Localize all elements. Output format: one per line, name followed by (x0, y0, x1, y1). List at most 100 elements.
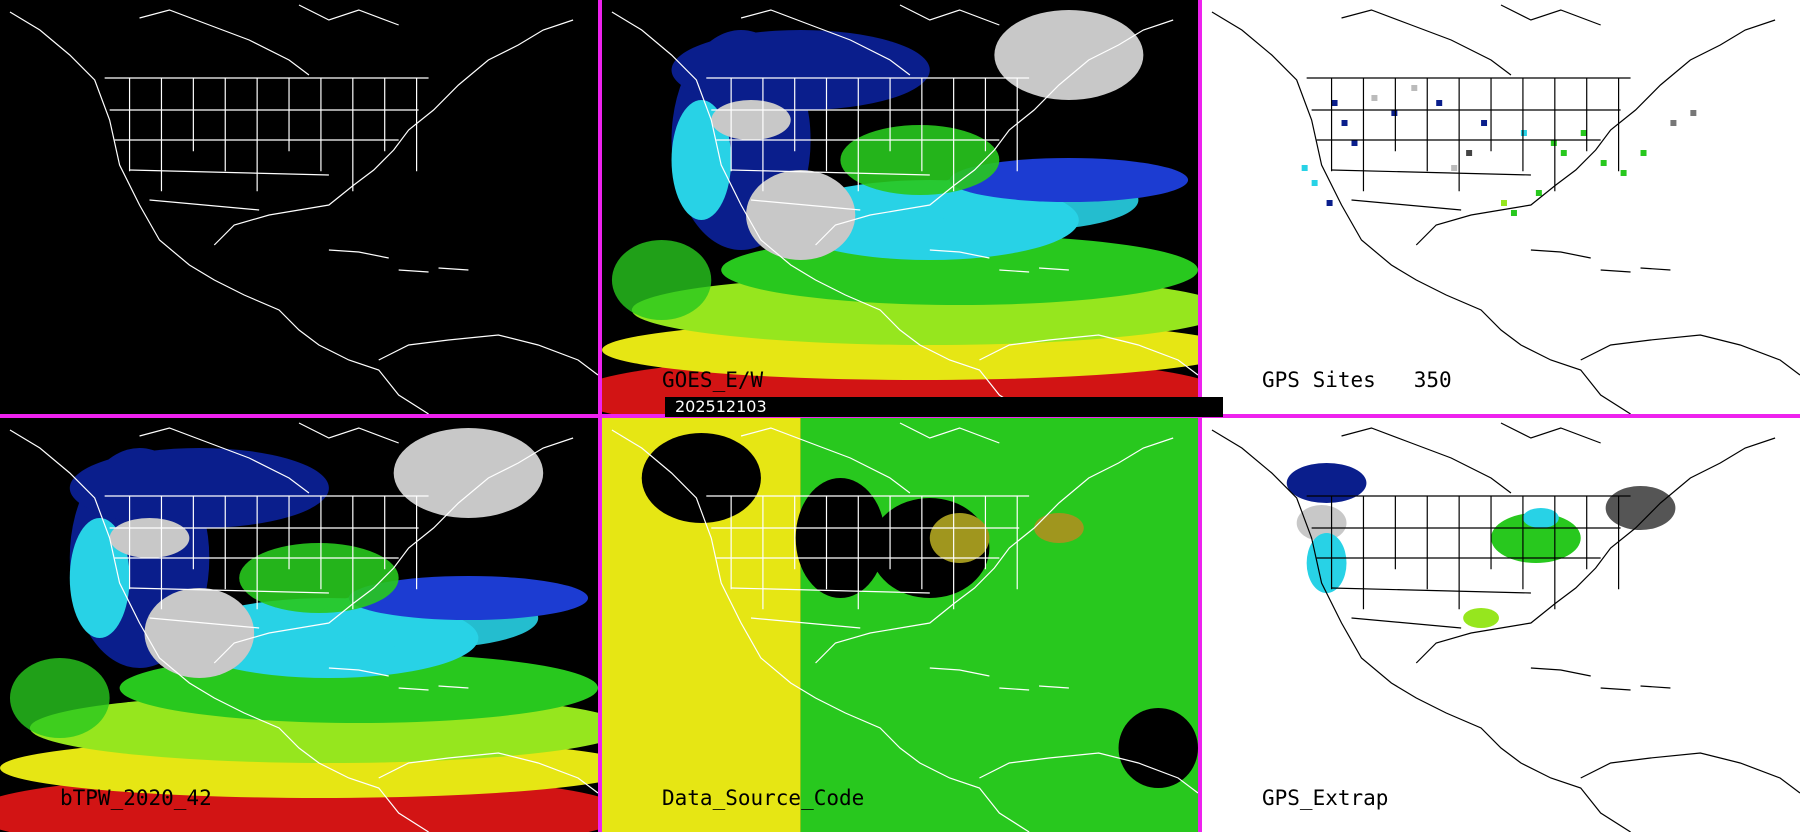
coastline (213, 19, 574, 246)
coastline (1341, 422, 1601, 494)
coastline (9, 11, 429, 414)
gps-site-marker (1620, 170, 1627, 176)
panel-background (1202, 0, 1800, 414)
state-border (149, 617, 260, 629)
source-olive-area (1034, 513, 1084, 543)
panel-label: Data_Source_Code (662, 786, 865, 810)
boundary-lines (611, 422, 1198, 832)
tpw-gray-area (746, 170, 856, 260)
gps-site-marker (1510, 210, 1517, 216)
gps-site-marker (1690, 110, 1697, 116)
gps-extrap-gray-area (1605, 486, 1676, 530)
tpw-green-band (119, 653, 598, 723)
map-btpw (0, 418, 598, 832)
coastline (1415, 437, 1776, 664)
tpw-green-area (9, 658, 110, 738)
gps-site-marker (1391, 110, 1398, 116)
panel-label: GPS Sites 350 (1262, 368, 1452, 392)
state-border (129, 169, 329, 176)
map-goes-ew (602, 0, 1198, 414)
tpw-green-area (840, 125, 1000, 195)
tpw-cyan-area (69, 518, 130, 638)
tpw-green-area (611, 240, 712, 320)
gps-site-marker (1560, 150, 1567, 156)
boundary-lines (9, 4, 598, 414)
coastline (1415, 19, 1776, 246)
state-border (1331, 169, 1531, 176)
coastline (979, 752, 1198, 794)
gps-site-marker (1670, 120, 1677, 126)
gps-extrap-green-area (1491, 513, 1581, 563)
gps-site-marker (1640, 150, 1647, 156)
coastline (1530, 249, 1671, 273)
map-gps-sites (1202, 0, 1800, 414)
coastline (611, 11, 1030, 414)
coastline (139, 4, 399, 76)
coastline (929, 249, 1069, 273)
panel-background (0, 0, 598, 414)
coastline (139, 422, 399, 494)
gps-site-marker (1411, 85, 1418, 91)
gps-site-marker (1331, 100, 1338, 106)
gps-site-marker (1311, 180, 1318, 186)
gps-site-marker (1550, 140, 1557, 146)
panel-gps-sites: GPS Sites 350 (1202, 0, 1800, 414)
coastline (1530, 667, 1671, 691)
gps-site-marker (1326, 200, 1333, 206)
gps-site-marker (1451, 165, 1458, 171)
tpw-blue-area (348, 576, 589, 620)
timestamp-label: 202512103 (665, 397, 1223, 417)
coastline (929, 667, 1069, 691)
coastline (328, 249, 469, 273)
gps-site-marker (1481, 120, 1488, 126)
coastline (1341, 4, 1601, 76)
panel-btpw: bTPW_2020_42 (0, 418, 598, 832)
gps-site-marker (1341, 120, 1348, 126)
panel-label: GPS_Extrap (1262, 786, 1389, 810)
boundary-lines (1211, 4, 1800, 414)
gps-extrap-lime-area (1463, 608, 1500, 628)
state-border (1351, 617, 1462, 629)
source-gap (641, 433, 761, 523)
coastline (328, 667, 469, 691)
tpw-gray-area (393, 428, 544, 518)
coastline (378, 752, 598, 794)
map-gps-extrap (1202, 418, 1800, 832)
coastline (815, 437, 1174, 664)
state-border (731, 587, 930, 594)
boundary-lines (9, 422, 598, 832)
state-border (1351, 199, 1462, 211)
tpw-gray-area (144, 588, 255, 678)
map-data-source-code (602, 418, 1198, 832)
gps-site-marker (1520, 130, 1527, 136)
gps-site-marker (1351, 140, 1358, 146)
coastline (740, 422, 1000, 494)
tpw-blue-area (949, 158, 1189, 202)
gps-extrap-navy-area (1286, 463, 1367, 503)
gps-extrap-cyan-area (1522, 508, 1559, 528)
source-gap (795, 478, 886, 598)
gps-site-marker (1436, 100, 1443, 106)
source-olive-area (929, 513, 990, 563)
state-border (1331, 587, 1531, 594)
gps-site-marker (1535, 190, 1542, 196)
boundary-lines (1211, 422, 1800, 832)
coastline (815, 19, 1174, 246)
tpw-cyan-area (671, 100, 732, 220)
coastline (1580, 752, 1800, 794)
state-border (149, 199, 260, 211)
panel-mimic-rdf: MIMIC RDF (0, 0, 598, 414)
state-border (129, 587, 329, 594)
gps-site-marker (1466, 150, 1473, 156)
tpw-navy-area (671, 30, 930, 110)
tpw-gray-area (711, 100, 791, 140)
tpw-gray-area (994, 10, 1144, 100)
panel-label: bTPW_2020_42 (60, 786, 212, 810)
coastline (378, 334, 598, 376)
panel-label: GOES_E/W (662, 368, 764, 392)
panel-data-source-code: Data_Source_Code (602, 418, 1198, 832)
tpw-green-band (721, 235, 1198, 305)
state-border (750, 617, 861, 629)
panel-gps-extrap: GPS_Extrap (1202, 418, 1800, 832)
tpw-gray-area (109, 518, 190, 558)
